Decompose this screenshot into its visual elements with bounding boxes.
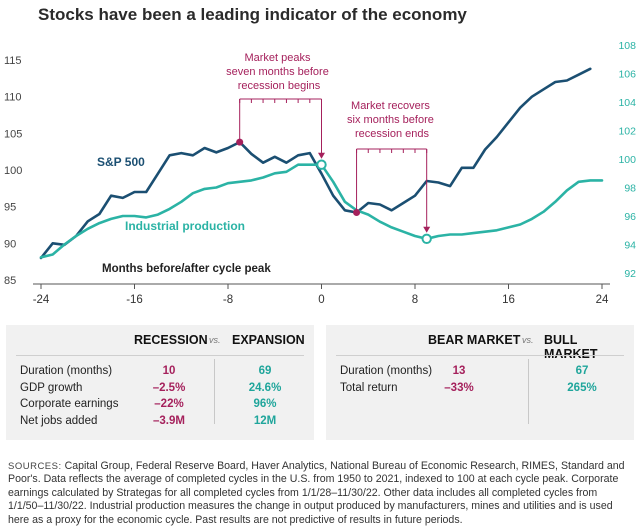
sources-text: Capital Group, Federal Reserve Board, Ha… (8, 460, 625, 526)
annotation-2-arrowhead (423, 226, 431, 233)
table-rule (336, 355, 624, 356)
annotation-1-line1: Market peaks (244, 52, 311, 64)
x-tick-label: 24 (596, 294, 609, 306)
annotation-1-text: Market peaks seven months before recessi… (226, 52, 332, 92)
y-left-tick-label: 85 (4, 275, 16, 287)
table-value-a: –3.9M (153, 414, 185, 427)
chart-title: Stocks have been a leading indicator of … (38, 5, 467, 24)
y-left-tick-label: 115 (4, 55, 22, 67)
sources-label: SOURCES: (8, 461, 62, 472)
x-axis-label: Months before/after cycle peak (102, 263, 271, 275)
y-right-tick-label: 92 (624, 268, 636, 280)
y-right-tick-label: 100 (618, 154, 636, 166)
x-tick-label: 16 (502, 294, 515, 306)
industrial-peak-marker (316, 159, 327, 170)
annotation-2-line3: recession ends (355, 128, 429, 140)
chart-svg: Stocks have been a leading indicator of … (4, 5, 636, 306)
table-row-label: Corporate earnings (20, 398, 119, 410)
x-tick-label: 8 (412, 294, 418, 306)
sp500-peak-marker (236, 138, 244, 146)
x-tick-label: -24 (33, 294, 50, 306)
table-value-b: 96% (253, 398, 277, 410)
table-value-a: 13 (452, 365, 466, 377)
bear-bull-table: BEAR MARKET vs. BULL MARKET Duration (mo… (326, 325, 634, 440)
y-right-tick-label: 102 (618, 126, 636, 138)
y-left-tick-label: 100 (4, 165, 22, 177)
table-row-label: Net jobs added (20, 414, 98, 427)
table-value-b: 24.6% (248, 381, 282, 394)
x-tick-label: -16 (126, 294, 143, 306)
sp500-label: S&P 500 (97, 155, 145, 169)
y-left-tick-label: 90 (4, 238, 16, 250)
y-right-tick-label: 96 (624, 211, 636, 223)
y-right-tick-label: 108 (618, 40, 636, 52)
industrial-label: Industrial production (125, 219, 245, 233)
x-tick-label: 0 (318, 294, 324, 306)
table-value-a: –2.5% (152, 381, 186, 394)
y-right-tick-label: 104 (618, 97, 636, 109)
table-rule (16, 355, 304, 356)
table-row-label: Duration (months) (340, 365, 433, 377)
bear-market-header: BEAR MARKET (428, 333, 521, 347)
expansion-header: EXPANSION (232, 333, 305, 347)
y-left-tick-label: 95 (4, 202, 16, 214)
sp500-trough-marker (353, 209, 361, 217)
industrial-production-line (39, 163, 604, 259)
table-value-b: 265% (567, 381, 597, 394)
table-row-label: GDP growth (20, 381, 83, 394)
annotation-1-arrowhead (318, 152, 325, 159)
table-row-label: Duration (months) (20, 365, 113, 377)
sources-note: SOURCES: Capital Group, Federal Reserve … (8, 460, 634, 527)
y-right-tick-label: 94 (624, 240, 636, 252)
recession-header: RECESSION (134, 333, 208, 347)
y-right-tick-label: 98 (624, 183, 636, 195)
table-divider (528, 359, 529, 424)
annotation-2-text: Market recovers six months before recess… (347, 100, 437, 140)
annotation-2-line2: six months before (347, 114, 434, 126)
table-value-a: –33% (444, 381, 474, 394)
table-value-a: –22% (154, 398, 184, 410)
bull-market-header: BULL MARKET (544, 333, 598, 361)
table-value-a: 10 (162, 365, 176, 377)
y-left-tick-label: 110 (4, 92, 22, 104)
recession-expansion-table: RECESSION vs. EXPANSION Duration (months… (6, 325, 314, 440)
y-right-tick-label: 106 (618, 69, 636, 81)
x-tick-label: -8 (223, 294, 233, 306)
vs-label: vs. (522, 335, 534, 345)
annotation-1-line3: recession begins (238, 80, 321, 92)
table-value-b: 12M (253, 414, 277, 427)
table-row-label: Total return (340, 381, 398, 394)
table-value-b: 67 (575, 365, 589, 377)
table-value-b: 69 (258, 365, 272, 377)
annotation-2-line1: Market recovers (351, 100, 430, 112)
annotation-1-line2: seven months before (226, 66, 329, 78)
industrial-trough-marker (421, 233, 432, 245)
table-divider (214, 359, 215, 424)
vs-label: vs. (209, 335, 221, 345)
y-left-tick-label: 105 (4, 128, 22, 140)
